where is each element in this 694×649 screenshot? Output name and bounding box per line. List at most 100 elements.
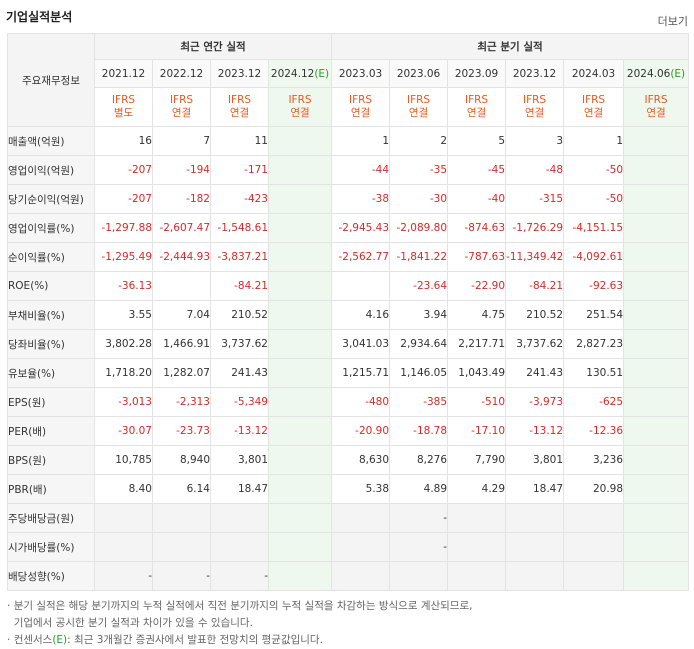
table-cell <box>623 358 690 388</box>
table-cell <box>152 532 211 562</box>
table-cell <box>623 329 690 359</box>
note-text: 분기 실적은 해당 분기까지의 누적 실적에서 직전 분기까지의 누적 실적을 … <box>13 600 473 612</box>
table-cell <box>267 271 333 301</box>
table-cell: 3 <box>505 126 565 156</box>
table-row: 순이익률(%) -1,295.49 -2,444.93 -3,837.21 -2,562… <box>7 242 690 272</box>
table-cell: 3,801 <box>210 445 269 475</box>
table-cell <box>331 271 391 301</box>
table-cell <box>505 561 565 591</box>
table-cell: 130.51 <box>563 358 625 388</box>
table-cell: -30 <box>389 184 449 214</box>
table-row: 주당배당금(원) - <box>7 503 690 533</box>
table-cell <box>267 300 333 330</box>
table-cell <box>623 387 690 417</box>
table-cell: 1,282.07 <box>152 358 211 388</box>
table-cell: -1,297.88 <box>94 213 153 243</box>
table-cell: 3,737.62 <box>505 329 565 359</box>
table-cell <box>267 126 333 156</box>
table-cell: 2,827.23 <box>563 329 625 359</box>
ifrs-label: IFRS <box>581 94 606 106</box>
table-cell: - <box>210 561 269 591</box>
row-label: 당좌비율(%) <box>7 329 95 359</box>
table-cell <box>267 416 333 446</box>
table-cell: 3,802.28 <box>94 329 153 359</box>
period-header: 2023.12 <box>505 59 565 88</box>
group-quarter: 최근 분기 실적 <box>331 33 690 60</box>
table-cell: -625 <box>563 387 625 417</box>
table-cell: 3,737.62 <box>210 329 269 359</box>
table-cell: -13.12 <box>210 416 269 446</box>
table-cell: 3.55 <box>94 300 153 330</box>
row-label: 유보율(%) <box>7 358 95 388</box>
table-cell <box>505 503 565 533</box>
table-cell: -38 <box>331 184 391 214</box>
period-header: 2023.12 <box>210 59 269 88</box>
ifrs-label: IFRS <box>644 94 668 106</box>
financial-table: 주요재무정보 최근 연간 실적 최근 분기 실적 2021.12 2022.12 2… <box>7 33 690 591</box>
table-cell: 2,217.71 <box>447 329 507 359</box>
ifrs-label: IFRS <box>227 94 252 106</box>
notes: · 분기 실적은 해당 분기까지의 누적 실적에서 직전 분기까지의 누적 실적… <box>7 598 472 649</box>
note-line: 기업에서 공시한 분기 실적과 차이가 있을 수 있습니다. <box>7 615 472 632</box>
ifrs-basis: IFRS 연결 <box>267 87 333 127</box>
table-cell: 8.40 <box>94 474 153 504</box>
table-cell <box>94 503 153 533</box>
table-cell <box>331 532 391 562</box>
table-cell: -50 <box>563 155 625 185</box>
note-text: 컨센서스 <box>13 634 53 646</box>
table-cell: 4.29 <box>447 474 507 504</box>
period-label: 2023.12 <box>217 67 262 80</box>
table-cell <box>267 474 333 504</box>
table-cell <box>623 271 690 301</box>
table-cell <box>563 532 625 562</box>
table-cell <box>267 532 333 562</box>
table-cell: -874.63 <box>447 213 507 243</box>
ifrs-basis: IFRS 연결 <box>152 87 211 127</box>
basis-label: 연결 <box>524 107 545 119</box>
table-cell: -171 <box>210 155 269 185</box>
table-cell: -17.10 <box>447 416 507 446</box>
ifrs-basis: IFRS 연결 <box>389 87 449 127</box>
table-cell: -207 <box>94 155 153 185</box>
basis-label: 연결 <box>350 107 371 119</box>
table-cell: 7 <box>152 126 211 156</box>
table-cell: - <box>94 561 153 591</box>
table-cell <box>623 474 690 504</box>
table-cell: -18.78 <box>389 416 449 446</box>
ifrs-label: IFRS <box>348 94 373 106</box>
table-cell: -48 <box>505 155 565 185</box>
table-cell: -182 <box>152 184 211 214</box>
table-cell <box>267 503 333 533</box>
table-cell: 5.38 <box>331 474 391 504</box>
table-cell: 7,790 <box>447 445 507 475</box>
table-cell: 11 <box>210 126 269 156</box>
table-cell: 1 <box>563 126 625 156</box>
period-label: 2023.12 <box>512 67 557 80</box>
row-label: 영업이익률(%) <box>7 213 95 243</box>
table-cell: -30.07 <box>94 416 153 446</box>
more-link[interactable]: 더보기 <box>657 15 688 28</box>
row-label: 시가배당률(%) <box>7 532 95 562</box>
period-label: 2023.03 <box>338 67 383 80</box>
table-cell: -12.36 <box>563 416 625 446</box>
table-cell: -50 <box>563 184 625 214</box>
period-label: 2024.12 <box>270 67 315 80</box>
estimate-mark: (E) <box>52 634 68 646</box>
period-label: 2023.06 <box>396 67 441 80</box>
ifrs-basis: IFRS 연결 <box>210 87 269 127</box>
table-row: EPS(원) -3,013 -2,313 -5,349 -480 -385 -510 -3,9… <box>7 387 690 417</box>
table-cell: -207 <box>94 184 153 214</box>
table-cell: - <box>152 561 211 591</box>
row-label: 순이익률(%) <box>7 242 95 272</box>
table-cell: -2,313 <box>152 387 211 417</box>
table-cell: -4,151.15 <box>563 213 625 243</box>
period-header: 2022.12 <box>152 59 211 88</box>
corner-label: 주요재무정보 <box>7 33 95 127</box>
table-cell <box>267 155 333 185</box>
table-row: ROE(%) -36.13 -84.21 -23.64 -22.90 -84.21 -92.… <box>7 271 690 301</box>
table-cell: -13.12 <box>505 416 565 446</box>
period-label: 2022.12 <box>159 67 204 80</box>
table-cell <box>267 184 333 214</box>
table-cell: 2 <box>389 126 449 156</box>
table-cell <box>623 445 690 475</box>
